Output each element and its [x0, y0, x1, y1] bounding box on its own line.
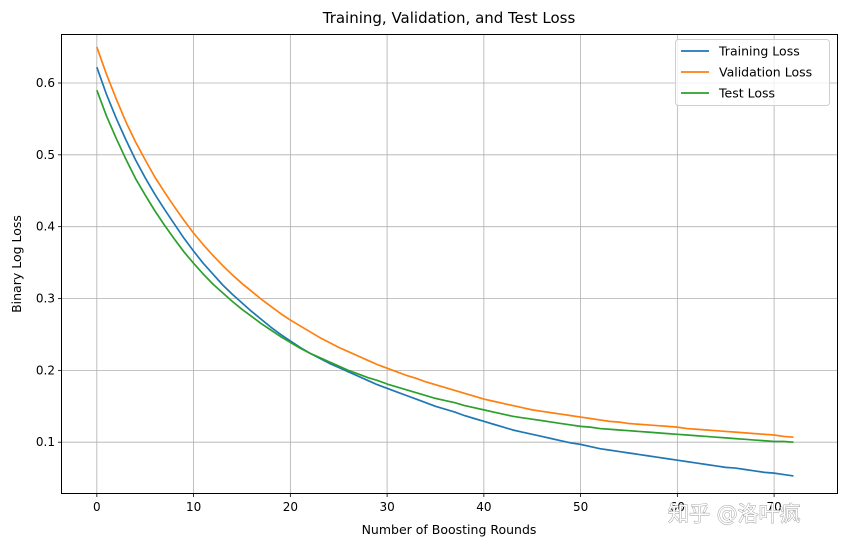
y-tick-label: 0.3 [36, 292, 55, 306]
watermark-text: 知乎 @洛叶疯 [668, 502, 801, 526]
series-line-test-loss [96, 89, 794, 444]
x-tick-label: 20 [283, 500, 298, 514]
series-line-training-loss [96, 66, 794, 477]
x-tick-label: 30 [379, 500, 394, 514]
y-tick-label: 0.6 [36, 76, 55, 90]
series-line-validation-loss [96, 46, 794, 439]
y-tick-label: 0.2 [36, 363, 55, 377]
grid [62, 35, 837, 493]
x-tick-label: 40 [476, 500, 491, 514]
y-tick-label: 0.4 [36, 220, 55, 234]
x-tick-label: 70 [766, 500, 781, 514]
x-tick-label: 50 [573, 500, 588, 514]
chart-title: Training, Validation, and Test Loss [322, 9, 576, 27]
y-tick-label: 0.1 [36, 435, 55, 449]
plot-frame [61, 34, 838, 494]
legend-label-validation-loss: Validation Loss [719, 65, 812, 80]
series-lines [96, 46, 794, 477]
legend: Training Loss Validation Loss Test Loss [675, 39, 830, 106]
x-tick-label: 60 [670, 500, 685, 514]
y-axis-title: Binary Log Loss [9, 215, 24, 313]
x-axis-title: Number of Boosting Rounds [362, 522, 537, 537]
x-tick-label: 0 [93, 500, 101, 514]
legend-label-test-loss: Test Loss [718, 86, 775, 101]
axis-ticks: 0 10 20 30 40 50 60 70 0.1 0.2 0.3 0.4 0.5 0.6 [36, 76, 782, 514]
x-tick-label: 10 [186, 500, 201, 514]
y-tick-label: 0.5 [36, 148, 55, 162]
legend-box [675, 39, 830, 106]
legend-label-training-loss: Training Loss [718, 44, 800, 59]
